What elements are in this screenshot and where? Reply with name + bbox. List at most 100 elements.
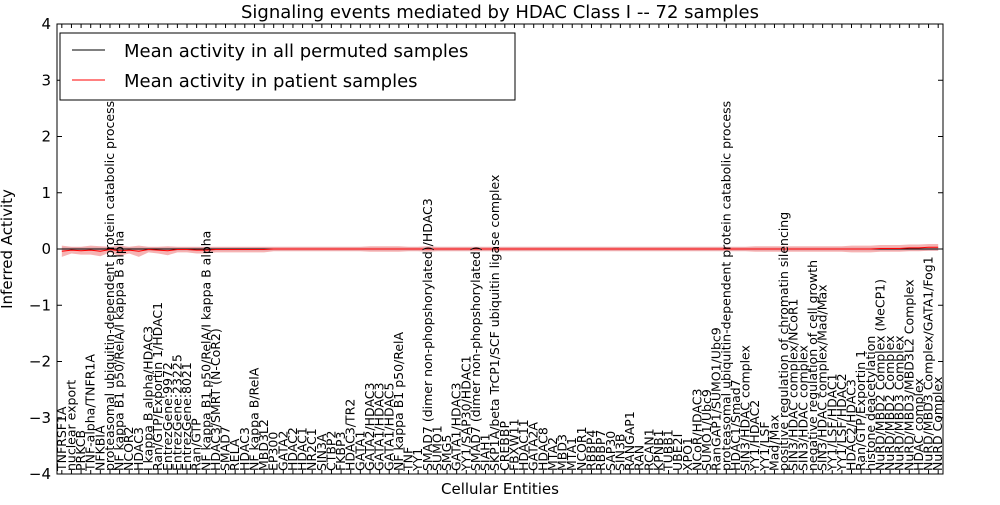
x-tick-label: EP300 [266,432,281,471]
y-tick-label: −1 [29,296,51,314]
x-tick-label: RAN [632,445,647,471]
x-tick-label: FBXW11 [506,418,521,471]
x-tick-label: SIN3B [612,433,627,471]
x-tick-label: I kappa B alpha/HDAC3 [140,326,155,471]
x-tick-label: SIN3/HDAC complex [738,345,753,471]
x-tick-label: RBBP4 [583,430,598,471]
legend-label-permuted: Mean activity in all permuted samples [124,41,468,62]
x-tick-label: MTA2 [545,437,560,471]
x-tick-label: Ran/GTP/Exportin 1/HDAC1 [150,302,165,471]
x-tick-label: KPNB1 [651,429,666,471]
x-tick-label: negative regulation of cell growth [805,260,820,471]
x-tick-label: histone deacetylation [863,336,878,471]
series-band-1 [61,243,939,257]
x-tick-label: SIN3/HDAC complex/Mad/Max [815,284,830,471]
x-tick-label: NuRD/MBD2 Complex (MeCP1) [872,279,887,471]
x-tick-label: RanGAP1/SUMO1/Ubc9 [709,327,724,471]
chart-title: Signaling events mediated by HDAC Class … [241,2,759,23]
x-tick-label: NF kappa B/RelA [246,367,261,471]
x-tick-label: NR2C1 [304,428,319,471]
x-tick-label: HDAC3 [131,427,146,471]
x-tick-label: GATA1/HDAC5 [381,383,396,471]
x-tick-label: NF kappa B1 p50/RelA/I kappa B alpha [112,231,127,471]
y-tick-label: −3 [29,409,51,427]
x-tick-label: EntrezGene:9972 [160,362,175,471]
x-tick-label: TNF [401,447,416,472]
x-tick-label: HDAC3 [237,427,252,471]
x-tick-label: MBD3 [555,434,570,471]
x-tick-label: SIAH1 [478,433,493,471]
y-tick-label: 0 [41,240,51,258]
x-tick-label: SUMO1 [429,425,444,471]
x-tick-label: Ran/GTP/Exportin 1 [853,350,868,471]
legend: Mean activity in all permuted samples Me… [59,32,516,101]
y-tick-label: 1 [41,184,51,202]
x-tick-label: SIN3/HDAC complex [795,345,810,471]
x-tick-label: NF kappa B1 p50/RelA/I kappa B alpha [198,231,213,471]
x-tick-label: SIN3A [314,433,329,471]
legend-box [59,32,516,101]
x-tick-label: YY1/HDAC2 [747,400,762,472]
x-tick-label: NuRD Complex [930,377,945,471]
x-tick-label: YY1/SAP30/HDAC1 [458,355,473,472]
x-tick-label: SAP30 [603,431,618,471]
x-tick-label: SIN3/HDAC complex/NCoR1 [786,298,801,471]
x-tick-label: RANGAP1 [622,411,637,471]
x-tick-label: positive regulation of chromatin silenci… [776,212,791,471]
x-tick-label: NuRD/MBD3 Complex/GATA1/Fog1 [921,256,936,471]
x-tick-label: FKBP3 [333,432,348,471]
x-tick-label: GATA1/HDAC3 [372,383,387,471]
x-tick-label: NCoR/HDAC3 [689,389,704,471]
x-tick-label: YY1/LSF/HDAC2 [834,373,849,472]
x-tick-label: SKP1A/beta TrCP1/SCF ubiquitin ligase co… [487,175,502,471]
x-tick-label: SMAD7 [218,426,233,471]
x-tick-label: SMG5 [439,435,454,471]
x-tick-label: NFKBIA [92,425,107,471]
x-tick-label: HDAC3/TR2 [343,399,358,471]
x-tick-label: proteasomal ubiquitin-dependent protein … [718,101,733,471]
x-tick-label: NuRD/MBD2 Complex [882,335,897,471]
x-tick-label: YY1 [410,448,425,472]
x-tick-label: RCAN1 [641,428,656,471]
x-tick-label: PRKCB [73,430,88,471]
y-tick-label: 2 [41,128,51,146]
x-tick-label: SMAD7 (dimer non-phopshorylated) [468,246,483,471]
x-tick-label: HDAC8 [535,427,550,471]
x-tick-label: RELA [227,438,242,471]
x-tick-label: SUMO1/Ubc9 [699,389,714,471]
x-tick-label: CREBBP [497,421,512,471]
x-tick-label: HDAC2 [285,427,300,471]
y-tick-label: −2 [29,353,51,371]
x-tick-label: HDAC1/Smad7 [728,379,743,471]
x-tick-label: CTBP2 [323,431,338,471]
x-tick-label: UBE2I [670,434,685,471]
x-tick-label: YY1/LSF [757,421,772,472]
x-tick-label: HDAC complex [911,378,926,471]
x-tick-label: HDAC11 [516,419,531,471]
x-tick-label: MBD3L2 [256,419,271,471]
x-tick-label: NF kappa B1 p50/RelA [391,331,406,471]
x-tick-label: proteasomal ubiquitin-dependent protein … [102,101,117,471]
x-tick-label: MTA1 [564,437,579,471]
x-tick-label: GATA1 [352,431,367,471]
x-axis-label: Cellular Entities [441,480,559,498]
x-tick-label: Mad/Max [766,415,781,471]
x-tick-label: NuRD/MBD3 Complex [892,335,907,471]
x-tick-label: NCOR2 [121,426,136,471]
x-tick-label: TNFRSF1A [54,406,69,472]
x-tick-label: nuclear export [63,380,78,471]
x-tick-label: GATA2 [275,431,290,471]
x-tick-label: HDAC3/SMRT (N-CoR2) [208,328,223,471]
legend-label-patient: Mean activity in patient samples [124,71,418,92]
x-tick-label: GATA2/HDAC3 [362,383,377,471]
x-tick-label: SMAD7 (dimer non-phopshorylated)/HDAC3 [420,198,435,471]
y-tick-label: −4 [29,465,51,483]
x-tick-label: HDAC1 [295,427,310,471]
x-tick-label: NuRD/MBD3/MBD3L2 Complex [901,279,916,471]
x-tick-label: GATA1/HDAC3 [449,383,464,471]
y-axis-label: Inferred Activity [0,189,16,309]
y-tick-label: 3 [41,71,51,89]
